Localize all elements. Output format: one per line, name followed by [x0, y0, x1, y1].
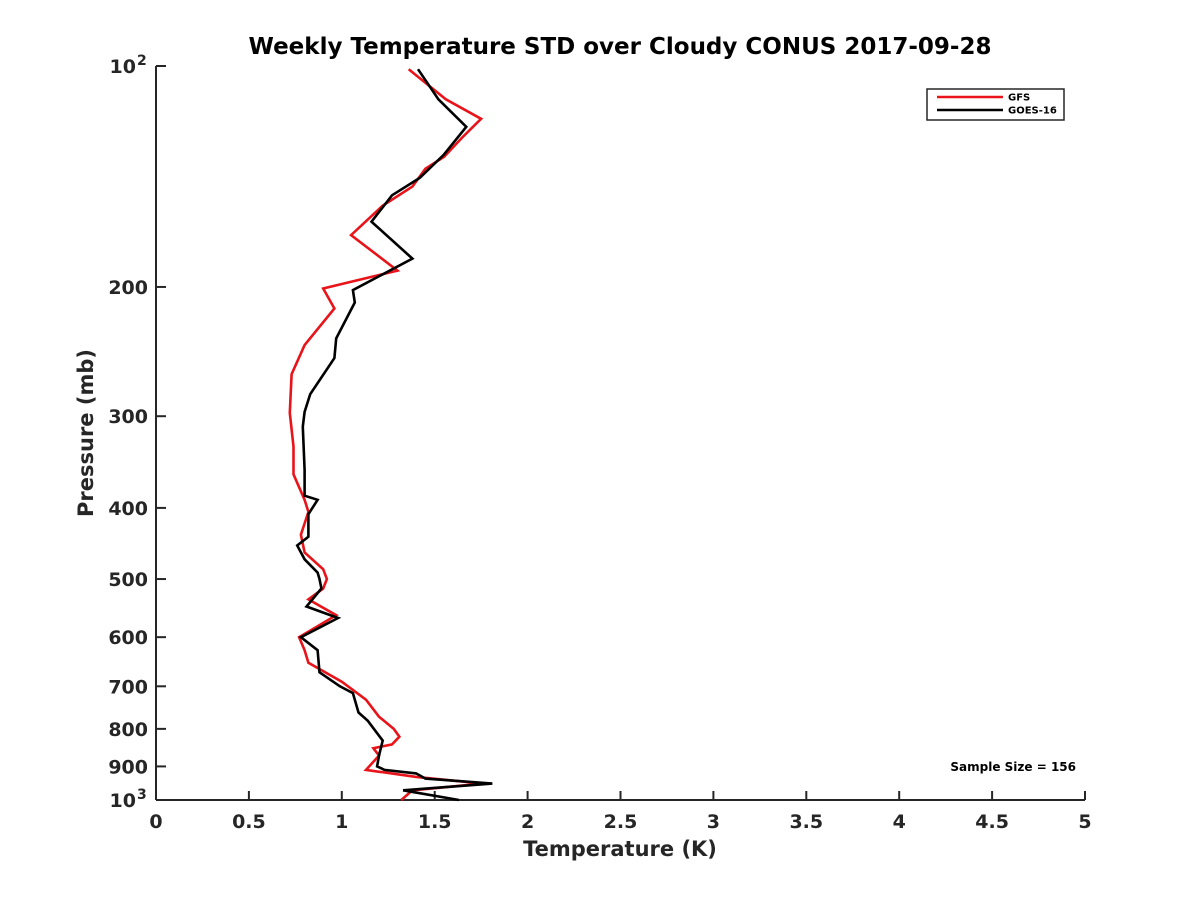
y-tick-exponent: 2	[137, 53, 147, 69]
y-tick-label: 600	[108, 627, 148, 649]
x-tick-label: 3	[707, 811, 720, 833]
legend-label-gfs: GFS	[1008, 93, 1030, 104]
y-tick-label: 300	[108, 406, 148, 428]
y-tick-label: 400	[108, 498, 148, 520]
x-tick-label: 0.5	[232, 811, 266, 833]
series-line-goes-16	[295, 68, 493, 802]
chart-title: Weekly Temperature STD over Cloudy CONUS…	[249, 34, 992, 60]
x-tick-label: 4.5	[975, 811, 1009, 833]
x-tick-label: 1	[335, 811, 348, 833]
x-tick-label: 2.5	[604, 811, 638, 833]
x-tick-label: 5	[1078, 811, 1091, 833]
sample-size-annotation: Sample Size = 156	[950, 760, 1076, 774]
y-tick-label: 800	[108, 719, 148, 741]
x-axis-ticks: 0 0.5 1 1.5 2 2.5 3 3.5 4 4.5 5	[149, 791, 1092, 833]
y-tick-label: 200	[108, 277, 148, 299]
x-tick-label: 1.5	[418, 811, 452, 833]
plot-area: 0 0.5 1 1.5 2 2.5 3 3.5 4 4.5 5 10 2200300400500600…	[108, 53, 1091, 833]
y-tick-label: 900	[108, 756, 148, 778]
legend-box	[926, 88, 1065, 121]
x-tick-label: 0	[149, 811, 162, 833]
y-tick-label: 10	[110, 790, 136, 812]
y-tick-label: 700	[108, 676, 148, 698]
x-tick-label: 2	[521, 811, 534, 833]
y-axis-label: Pressure (mb)	[74, 349, 98, 517]
y-tick-label: 10	[110, 56, 136, 78]
x-tick-label: 4	[893, 811, 906, 833]
x-axis-label: Temperature (K)	[523, 837, 717, 861]
y-tick-exponent: 3	[137, 787, 147, 803]
y-tick-label: 500	[108, 569, 148, 591]
series-line-gfs	[288, 68, 484, 801]
series-lines	[288, 68, 493, 802]
legend-label-goes-16: GOES-16	[1008, 106, 1057, 117]
legend: GFS GOES-16	[926, 88, 1065, 121]
x-tick-label: 3.5	[789, 811, 823, 833]
